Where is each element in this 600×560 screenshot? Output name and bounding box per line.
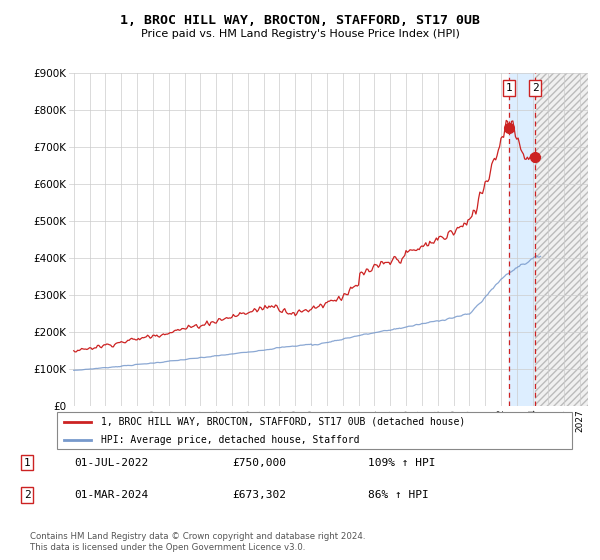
Text: £750,000: £750,000: [232, 458, 286, 468]
Text: £673,302: £673,302: [232, 490, 286, 500]
Text: 1: 1: [23, 458, 31, 468]
Text: This data is licensed under the Open Government Licence v3.0.: This data is licensed under the Open Gov…: [30, 543, 305, 552]
Bar: [535, 73, 588, 406]
Text: 1: 1: [506, 83, 512, 93]
Text: 86% ↑ HPI: 86% ↑ HPI: [368, 490, 428, 500]
Text: 109% ↑ HPI: 109% ↑ HPI: [368, 458, 435, 468]
Text: 2: 2: [532, 83, 539, 93]
Text: Contains HM Land Registry data © Crown copyright and database right 2024.: Contains HM Land Registry data © Crown c…: [30, 532, 365, 541]
Text: 1, BROC HILL WAY, BROCTON, STAFFORD, ST17 0UB (detached house): 1, BROC HILL WAY, BROCTON, STAFFORD, ST1…: [101, 417, 465, 427]
Text: 1, BROC HILL WAY, BROCTON, STAFFORD, ST17 0UB: 1, BROC HILL WAY, BROCTON, STAFFORD, ST1…: [120, 14, 480, 27]
Text: Price paid vs. HM Land Registry's House Price Index (HPI): Price paid vs. HM Land Registry's House …: [140, 29, 460, 39]
Text: HPI: Average price, detached house, Stafford: HPI: Average price, detached house, Staf…: [101, 435, 359, 445]
Text: 01-JUL-2022: 01-JUL-2022: [74, 458, 149, 468]
Bar: [509, 73, 535, 406]
Bar: [535, 73, 588, 406]
FancyBboxPatch shape: [56, 413, 572, 449]
Text: 01-MAR-2024: 01-MAR-2024: [74, 490, 149, 500]
Text: 2: 2: [23, 490, 31, 500]
